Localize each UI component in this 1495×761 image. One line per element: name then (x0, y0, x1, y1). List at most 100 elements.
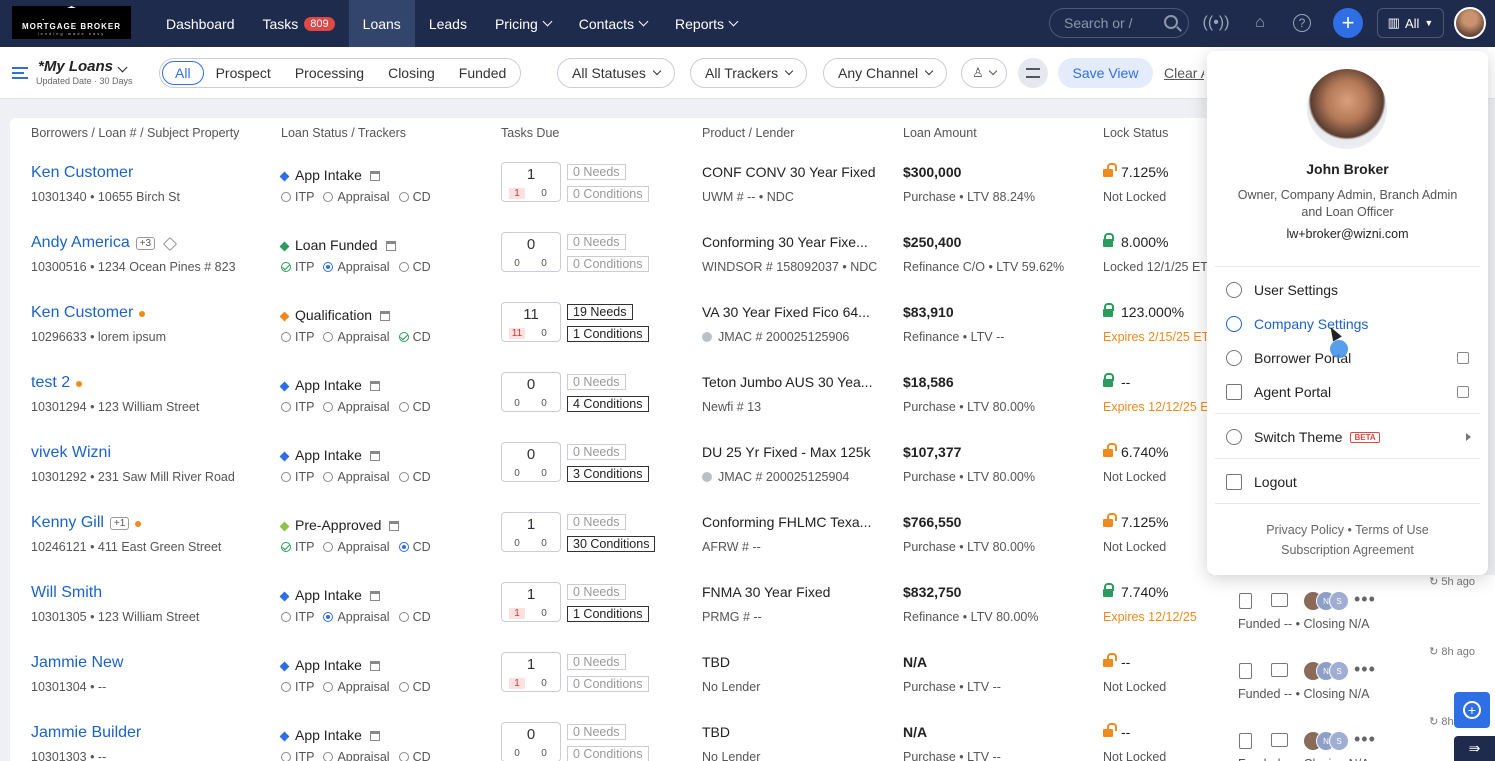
stage-funded[interactable]: Funded (458, 65, 507, 81)
product-name[interactable]: Teton Jumbo AUS 30 Yea... (702, 374, 873, 390)
column-header[interactable]: Borrowers / Loan # / Subject Property (31, 126, 240, 140)
org-selector[interactable]: ▥ All ▼ (1377, 8, 1444, 38)
tracker-cd[interactable]: CD (398, 400, 431, 414)
tracker-cd[interactable]: CD (398, 540, 431, 554)
borrower-name-link[interactable]: Jammie New (31, 654, 124, 671)
calendar-icon[interactable] (369, 661, 380, 672)
needs-badge[interactable]: 0 Needs (567, 234, 626, 250)
co-borrower-count[interactable]: +1 (109, 517, 130, 531)
needs-badge[interactable]: 0 Needs (567, 374, 626, 390)
clear-all-link[interactable]: Clear All (1164, 65, 1204, 81)
column-header[interactable]: Loan Status / Trackers (281, 126, 407, 140)
create-new-button[interactable]: + (1333, 8, 1363, 38)
more-options-icon[interactable]: ••• (1354, 659, 1376, 679)
nav-dashboard[interactable]: Dashboard (152, 0, 249, 47)
conditions-badge[interactable]: 0 Conditions (567, 746, 649, 761)
tracker-cd[interactable]: CD (398, 470, 431, 484)
calendar-icon[interactable] (389, 521, 400, 532)
company-settings-item[interactable]: Company Settings (1226, 312, 1368, 336)
document-icon[interactable] (1239, 663, 1252, 679)
channel-dropdown[interactable]: Any Channel (823, 58, 948, 88)
tracker-cd[interactable]: CD (398, 260, 431, 274)
product-name[interactable]: VA 30 Year Fixed Fico 64... (702, 304, 870, 320)
product-name[interactable]: CONF CONV 30 Year Fixed (702, 164, 876, 180)
table-row[interactable]: Will Smith 10301305 • 123 William Street A… (10, 582, 1210, 654)
nav-tasks[interactable]: Tasks 809 (249, 0, 349, 47)
tracker-itp[interactable]: ITP (281, 610, 314, 624)
conditions-badge[interactable]: 0 Conditions (567, 256, 649, 272)
lock-rate[interactable]: 6.740% (1103, 443, 1168, 460)
conditions-badge[interactable]: 1 Conditions (567, 326, 649, 342)
stage-all[interactable]: All (162, 61, 204, 85)
tracker-itp[interactable]: ITP (281, 540, 314, 554)
loan-status[interactable]: App Intake (279, 587, 380, 603)
nav-pricing[interactable]: Pricing (481, 0, 565, 47)
tracker-itp[interactable]: ITP (281, 750, 314, 761)
broadcast-icon[interactable]: ((•)) (1202, 14, 1230, 31)
search-box[interactable] (1049, 8, 1189, 38)
save-view-button[interactable]: Save View (1058, 58, 1153, 88)
loan-status[interactable]: Qualification (279, 307, 391, 323)
calendar-icon[interactable] (369, 731, 380, 742)
edit-pencil-icon[interactable] (163, 236, 178, 251)
statuses-dropdown[interactable]: All Statuses (557, 58, 675, 88)
assignee-dropdown[interactable]: ♙ (961, 58, 1007, 88)
lock-rate[interactable]: -- (1103, 653, 1130, 670)
lock-rate[interactable]: 123.000% (1103, 303, 1184, 320)
product-name[interactable]: DU 25 Yr Fixed - Max 125k (702, 444, 871, 460)
tracker-cd[interactable]: CD (398, 610, 431, 624)
tracker-itp[interactable]: ITP (281, 470, 314, 484)
conditions-badge[interactable]: 4 Conditions (567, 396, 649, 412)
tracker-appraisal[interactable]: Appraisal (323, 610, 390, 624)
more-options-icon[interactable]: ••• (1354, 729, 1376, 749)
conditions-badge[interactable]: 1 Conditions (567, 606, 649, 622)
lock-rate[interactable]: 7.125% (1103, 163, 1168, 180)
borrower-name-link[interactable]: vivek Wizni (31, 444, 112, 461)
borrower-name-link[interactable]: Jammie Builder (31, 724, 142, 741)
lock-rate[interactable]: 7.125% (1103, 513, 1168, 530)
tracker-appraisal[interactable]: Appraisal (323, 190, 390, 204)
stage-processing[interactable]: Processing (294, 65, 365, 81)
tracker-appraisal[interactable]: Appraisal (323, 260, 390, 274)
needs-badge[interactable]: 0 Needs (567, 164, 626, 180)
tracker-appraisal[interactable]: Appraisal (323, 470, 390, 484)
user-avatar-button[interactable] (1454, 7, 1486, 39)
subscription-agreement-link[interactable]: Subscription Agreement (1281, 543, 1414, 557)
calendar-icon[interactable] (369, 171, 380, 182)
lock-rate[interactable]: -- (1103, 373, 1130, 390)
lock-rate[interactable]: 7.740% (1103, 583, 1168, 600)
calendar-icon[interactable] (369, 451, 380, 462)
lock-rate[interactable]: -- (1103, 723, 1130, 740)
help-icon[interactable]: ? (1293, 14, 1311, 32)
tracker-itp[interactable]: ITP (281, 330, 314, 344)
search-input[interactable] (1064, 15, 1154, 31)
trackers-dropdown[interactable]: All Trackers (690, 58, 808, 88)
copy-icon[interactable] (1457, 352, 1469, 364)
table-row[interactable]: Jammie New 10301304 • -- App Intake ITP Appr… (10, 652, 1210, 724)
tracker-cd[interactable]: CD (398, 330, 431, 344)
table-row[interactable]: Andy America +3 10300516 • 1234 Ocean Pine… (10, 232, 1210, 304)
product-name[interactable]: TBD (702, 724, 730, 740)
column-header[interactable]: Lock Status (1103, 126, 1169, 140)
borrower-name-link[interactable]: Will Smith (31, 584, 103, 601)
nav-leads[interactable]: Leads (415, 0, 481, 47)
tracker-itp[interactable]: ITP (281, 680, 314, 694)
tracker-appraisal[interactable]: Appraisal (323, 750, 390, 761)
calendar-icon[interactable] (385, 241, 396, 252)
more-options-icon[interactable]: ••• (1354, 589, 1376, 609)
table-row[interactable]: Ken Customer 10301340 • 10655 Birch St App… (10, 162, 1210, 234)
tracker-appraisal[interactable]: Appraisal (323, 540, 390, 554)
conditions-badge[interactable]: 0 Conditions (567, 676, 649, 692)
switch-theme-item[interactable]: Switch Theme BETA (1226, 425, 1471, 449)
privacy-policy-link[interactable]: Privacy Policy (1266, 523, 1345, 537)
co-borrower-count[interactable]: +3 (135, 237, 156, 251)
needs-badge[interactable]: 19 Needs (567, 304, 633, 320)
column-header[interactable]: Loan Amount (903, 126, 977, 140)
needs-badge[interactable]: 0 Needs (567, 444, 626, 460)
